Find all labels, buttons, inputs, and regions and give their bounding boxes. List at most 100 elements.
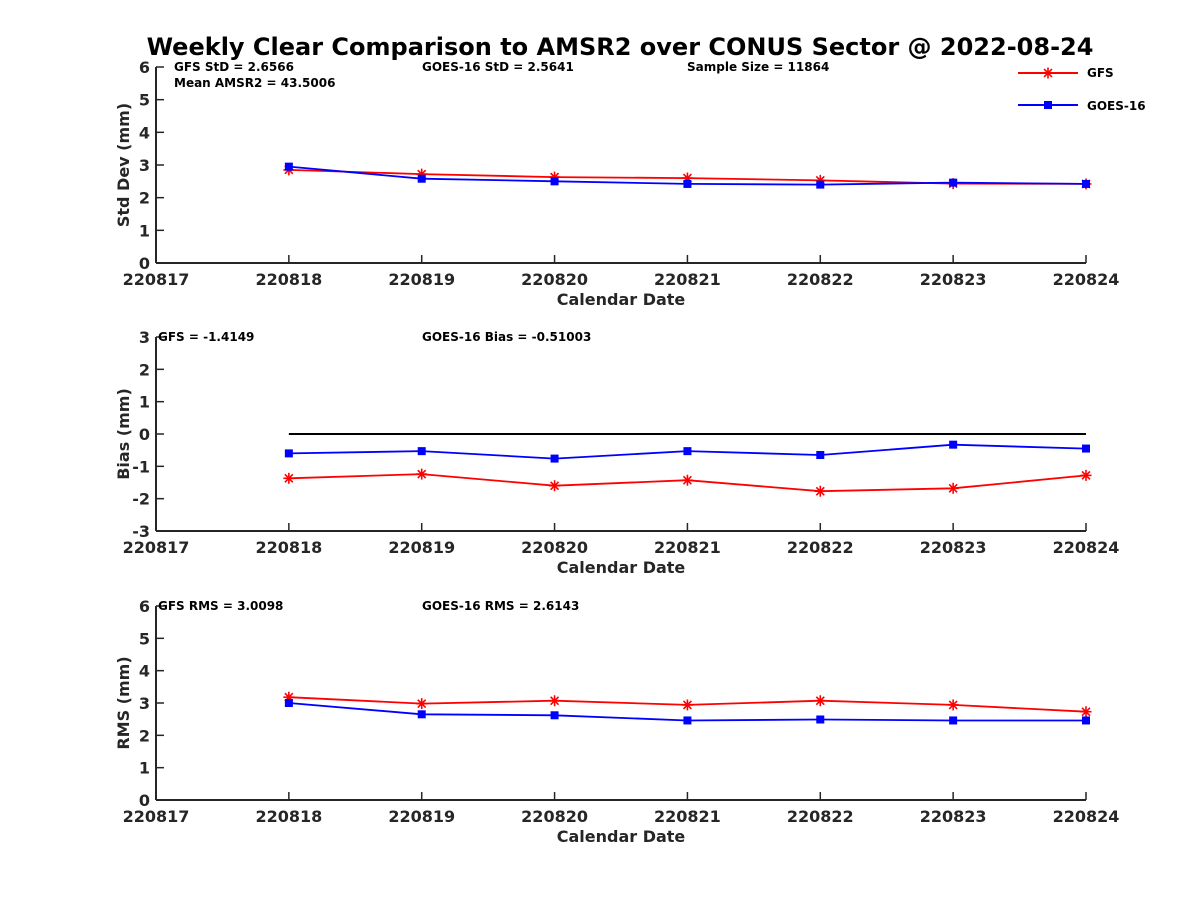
std-x-tick-label-4: 220821 (654, 270, 721, 289)
rms-series-gfs-point-5-stroke-3 (948, 700, 958, 710)
legend-label-gfs: GFS (1087, 66, 1114, 80)
rms-series-gfs-point-2 (549, 695, 561, 707)
bias-series-gfs-point-6 (1080, 469, 1092, 481)
legend-marker-gfs (1042, 67, 1054, 79)
bias-x-tick-label-0: 220817 (123, 538, 190, 557)
std-x-tick-label-5: 220822 (787, 270, 854, 289)
rms-y-tick-label-3: 3 (139, 694, 150, 713)
rms-series-gfs-point-6-stroke-3 (1081, 707, 1091, 717)
legend-label-goes16: GOES-16 (1087, 99, 1146, 113)
bias-series-gfs-point-1 (416, 468, 428, 480)
bias-y-tick-label-4: 1 (139, 393, 150, 412)
bias-y-tick-label-2: -1 (132, 457, 150, 476)
bias-series-goes16-point-6 (1082, 444, 1090, 453)
bias-y-tick-label-5: 2 (139, 360, 150, 379)
bias-y-tick-label-0: -3 (132, 522, 150, 541)
std-x-tick-label-2: 220819 (388, 270, 455, 289)
rms-x-tick-label-3: 220820 (521, 807, 588, 826)
bias-x-tick-label-1: 220818 (255, 538, 322, 557)
rms-y-tick-label-2: 2 (139, 726, 150, 745)
bias-series-gfs-point-3 (681, 474, 693, 486)
bias-x-tick-label-4: 220821 (654, 538, 721, 557)
bias-series-gfs-point-5 (947, 482, 959, 494)
bias-y-tick-label-1: -2 (132, 490, 150, 509)
rms-annotation-1: GOES-16 RMS = 2.6143 (422, 599, 579, 613)
rms-series-gfs-point-6 (1080, 706, 1092, 718)
rms-y-tick-label-1: 1 (139, 759, 150, 778)
bias-x-axis-label: Calendar Date (557, 558, 686, 577)
std-y-tick-label-1: 1 (139, 221, 150, 240)
legend-marker-goes16 (1044, 101, 1052, 109)
rms-y-tick-label-5: 5 (139, 629, 150, 648)
bias-series-goes16-point-0 (284, 449, 293, 458)
rms-series-gfs-point-1-stroke-3 (417, 699, 427, 709)
rms-y-axis-label: RMS (mm) (114, 656, 133, 749)
bias-y-tick-label-3: 0 (139, 425, 150, 444)
rms-x-tick-label-2: 220819 (388, 807, 455, 826)
rms-y-tick-label-0: 0 (139, 791, 150, 810)
std-series-goes16-point-6 (1082, 179, 1090, 188)
rms-series-goes16-point-2 (550, 711, 559, 720)
legend: GFS GOES-16 (1018, 66, 1146, 113)
rms-x-tick-label-1: 220818 (255, 807, 322, 826)
bias-x-tick-label-6: 220823 (920, 538, 987, 557)
std-x-tick-label-3: 220820 (521, 270, 588, 289)
rms-series-gfs-point-5 (947, 699, 959, 711)
rms-series-gfs-point-4 (814, 695, 826, 707)
std-y-tick-label-0: 0 (139, 254, 150, 273)
bias-annotation-1: GOES-16 Bias = -0.51003 (422, 330, 591, 344)
std-y-axis-label: Std Dev (mm) (114, 103, 133, 227)
rms-x-tick-label-6: 220823 (920, 807, 987, 826)
std-series-goes16-point-5 (949, 178, 958, 187)
rms-x-tick-label-4: 220821 (654, 807, 721, 826)
bias-series-goes16-point-2 (550, 454, 559, 463)
rms-series-gfs-point-3 (681, 699, 693, 711)
bias-x-tick-label-2: 220819 (388, 538, 455, 557)
rms-x-tick-label-0: 220817 (123, 807, 190, 826)
bias-x-tick-label-7: 220824 (1053, 538, 1120, 557)
rms-series-goes16-point-1 (417, 710, 426, 719)
bias-series-gfs-point-3-stroke-3 (682, 475, 692, 485)
bias-annotation-0: GFS = -1.4149 (158, 330, 254, 344)
bias-series-gfs-point-2 (549, 480, 561, 492)
std-y-tick-label-6: 6 (139, 58, 150, 77)
bias-series-goes16-point-3 (683, 447, 692, 456)
bias-series-goes16-point-1 (417, 447, 426, 456)
std-series-goes16-point-1 (417, 174, 426, 183)
std-annotation-3: Sample Size = 11864 (687, 60, 829, 74)
bias-series-gfs-point-0-stroke-3 (284, 473, 294, 483)
std-annotation-2: GOES-16 StD = 2.5641 (422, 60, 574, 74)
rms-annotation-0: GFS RMS = 3.0098 (158, 599, 283, 613)
bias-series-gfs-point-6-stroke-3 (1081, 470, 1091, 480)
chart-title: Weekly Clear Comparison to AMSR2 over CO… (147, 33, 1094, 61)
rms-series-goes16-point-3 (683, 716, 692, 725)
bias-y-axis-label: Bias (mm) (114, 388, 133, 480)
rms-series-gfs-point-4-stroke-3 (815, 696, 825, 706)
std-annotation-1: Mean AMSR2 = 43.5006 (174, 76, 335, 90)
std-series-goes16-point-4 (816, 180, 825, 189)
rms-y-tick-label-4: 4 (139, 662, 150, 681)
rms-x-axis-label: Calendar Date (557, 827, 686, 846)
bias-series-gfs-point-2-stroke-3 (550, 481, 560, 491)
std-x-tick-label-7: 220824 (1053, 270, 1120, 289)
rms-panel: 220817 220818 220819 220820 220821 220822 2208… (114, 597, 1119, 846)
std-dev-panel: 220817 220818 220819 220820 220821 220822 2208… (114, 58, 1119, 309)
legend-marker-gfs-shape-stroke-3 (1043, 68, 1053, 78)
bias-y-tick-label-6: 3 (139, 328, 150, 347)
rms-series-gfs-point-2-stroke-3 (550, 696, 560, 706)
bias-x-tick-label-5: 220822 (787, 538, 854, 557)
rms-y-tick-label-6: 6 (139, 597, 150, 616)
bias-series-goes16-point-4 (816, 451, 825, 460)
std-x-axis-label: Calendar Date (557, 290, 686, 309)
rms-series-goes16-point-6 (1082, 716, 1090, 725)
bias-series-gfs-point-4-stroke-3 (815, 486, 825, 496)
bias-series-gfs-point-5-stroke-3 (948, 483, 958, 493)
bias-series-gfs-point-0 (283, 472, 295, 484)
std-series-goes16-point-3 (683, 179, 692, 188)
rms-series-goes16-point-5 (949, 716, 958, 725)
rms-series-goes16-point-0 (284, 699, 293, 707)
bias-series-gfs-point-4 (814, 485, 826, 497)
std-annotation-0: GFS StD = 2.6566 (174, 60, 294, 74)
